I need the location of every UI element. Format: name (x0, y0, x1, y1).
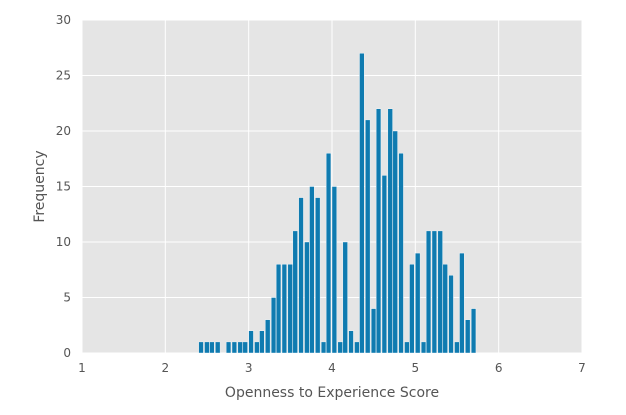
y-tick-label: 20 (56, 124, 71, 138)
histogram-bar (304, 241, 310, 354)
y-tick-labels: 0 5 10 15 20 25 30 (56, 13, 71, 360)
histogram-bar (437, 230, 443, 354)
x-tick-label: 7 (578, 361, 586, 375)
x-tick-label: 4 (328, 361, 336, 375)
histogram-bar (370, 308, 377, 354)
histogram-bar (415, 252, 421, 354)
y-tick-label: 30 (56, 13, 71, 27)
histogram-bar (315, 197, 321, 354)
x-tick-label: 2 (162, 361, 170, 375)
histogram-bar (348, 330, 354, 354)
histogram-bar (225, 341, 232, 354)
histogram-bar (292, 230, 298, 354)
histogram-bar (342, 241, 348, 354)
histogram-bar (381, 175, 387, 354)
histogram-bar (354, 341, 360, 354)
x-tick-label: 6 (495, 361, 503, 375)
histogram-bar (404, 341, 410, 354)
histogram-bar (287, 264, 293, 354)
histogram-bar (198, 341, 204, 354)
histogram-bar (320, 341, 327, 354)
histogram-bar (242, 341, 248, 354)
y-tick-label: 25 (56, 69, 71, 83)
histogram-bar (337, 341, 343, 354)
histogram-bar (420, 341, 427, 354)
histogram-bar (298, 197, 304, 354)
histogram-bar (425, 230, 432, 354)
histogram-bar (254, 341, 260, 354)
histogram-bar (331, 186, 337, 354)
histogram-bars (198, 53, 477, 354)
histogram-bar (431, 230, 437, 354)
x-tick-label: 5 (412, 361, 420, 375)
histogram-bar (204, 341, 210, 354)
histogram-bar (237, 341, 243, 354)
histogram-bar (231, 341, 237, 354)
histogram-bar (454, 341, 460, 354)
histogram-bar (387, 108, 393, 354)
x-tick-label: 1 (78, 361, 86, 375)
histogram-bar (470, 308, 477, 354)
histogram-bar (459, 252, 465, 354)
histogram-bar (248, 330, 254, 354)
histogram-bar (392, 130, 398, 354)
y-tick-label: 0 (63, 346, 71, 360)
histogram-bar (325, 152, 332, 354)
histogram-bar (265, 319, 271, 354)
histogram-bar (448, 275, 454, 354)
histogram-bar (259, 330, 265, 354)
histogram-bar (359, 53, 365, 354)
y-tick-label: 5 (63, 291, 71, 305)
histogram-bar (215, 341, 221, 354)
histogram-bar (442, 264, 448, 354)
histogram-bar (275, 264, 282, 354)
y-tick-label: 10 (56, 235, 71, 249)
histogram-bar (375, 108, 382, 354)
histogram-bar (365, 119, 371, 354)
x-axis-label: Openness to Experience Score (225, 385, 439, 401)
histogram-bar (409, 264, 415, 354)
x-tick-labels: 1 2 3 4 5 6 7 (78, 361, 586, 375)
histogram-bar (309, 186, 315, 354)
histogram-bar (270, 297, 277, 354)
histogram-bar (465, 319, 471, 354)
histogram-bar (209, 341, 215, 354)
histogram-bar (281, 264, 287, 354)
y-tick-label: 15 (56, 180, 71, 194)
x-tick-label: 3 (245, 361, 253, 375)
histogram-bar (398, 152, 404, 354)
y-axis-label: Frequency (32, 150, 48, 222)
